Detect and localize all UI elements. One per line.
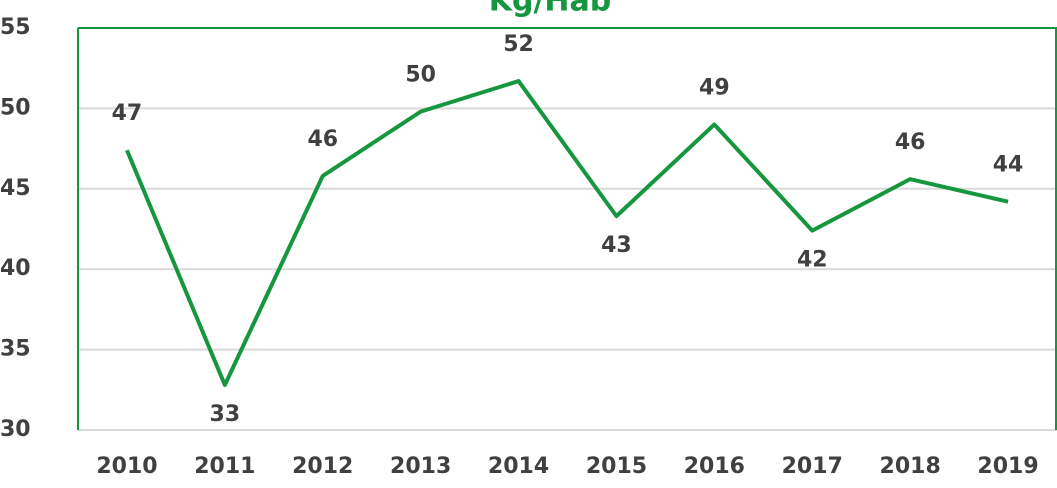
x-tick-label: 2010 [96, 454, 157, 479]
data-label: 52 [503, 32, 534, 57]
chart-title: Kg/Hab [489, 0, 612, 19]
data-label: 43 [601, 233, 632, 258]
data-label: 44 [993, 153, 1024, 178]
y-tick-label: 30 [0, 417, 31, 442]
data-label: 46 [307, 127, 338, 152]
line [125, 79, 1009, 387]
y-tick-label: 35 [0, 337, 31, 362]
data-label: 33 [210, 402, 241, 427]
data-label: 47 [112, 101, 143, 126]
data-label: 46 [895, 130, 926, 155]
x-tick-label: 2012 [292, 454, 353, 479]
y-tick-label: 45 [0, 176, 31, 201]
x-tick-label: 2019 [977, 454, 1038, 479]
y-tick-label: 50 [0, 95, 31, 120]
x-tick-label: 2015 [586, 454, 647, 479]
data-label: 50 [405, 63, 436, 88]
x-tick-label: 2011 [194, 454, 255, 479]
x-tick-label: 2017 [782, 454, 843, 479]
data-label: 42 [797, 248, 828, 273]
x-tick-label: 2018 [880, 454, 941, 479]
x-tick-label: 2016 [684, 454, 745, 479]
data-label: 49 [699, 75, 730, 100]
x-tick-label: 2014 [488, 454, 549, 479]
x-tick-label: 2013 [390, 454, 451, 479]
y-tick-label: 40 [0, 256, 31, 281]
y-tick-label: 55 [0, 15, 31, 40]
